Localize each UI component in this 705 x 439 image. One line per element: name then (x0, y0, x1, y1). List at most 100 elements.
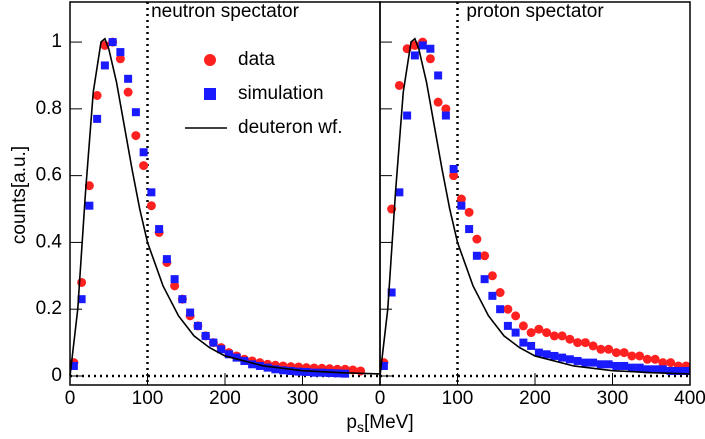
data-point (596, 344, 606, 354)
data-point (580, 338, 590, 348)
sim-point (395, 188, 404, 197)
sim-point (379, 361, 388, 370)
data-point (115, 54, 125, 64)
data-point (84, 181, 94, 191)
sim-point (317, 368, 326, 377)
sim-point (441, 111, 450, 120)
x-tick-label: 400 (674, 388, 705, 409)
x-tick-label: 300 (287, 388, 319, 409)
data-point (480, 251, 490, 261)
data-point (658, 358, 668, 368)
data-point (542, 328, 552, 338)
legend-marker (204, 88, 216, 100)
x-tick-label: 200 (209, 388, 241, 409)
data-point (92, 90, 102, 100)
data-point (611, 348, 621, 358)
sim-point (124, 74, 133, 83)
sim-point (286, 366, 295, 375)
y-tick-label: 0.6 (36, 165, 62, 186)
data-point (526, 328, 536, 338)
sim-point (147, 188, 156, 197)
data-point (139, 161, 149, 171)
sim-point (131, 108, 140, 117)
sim-point (341, 369, 350, 378)
sim-point (279, 366, 288, 375)
x-axis-label-sub: s (357, 419, 364, 435)
legend-label: simulation (238, 83, 324, 104)
legend-label: deuteron wf. (238, 117, 343, 138)
data-point (635, 351, 645, 361)
sim-point (162, 255, 171, 264)
sim-point (426, 44, 435, 53)
sim-point (596, 360, 605, 369)
x-tick-label: 100 (132, 388, 164, 409)
data-point (642, 354, 652, 364)
data-point (131, 131, 141, 141)
panel-title: neutron spectator (151, 1, 300, 22)
sim-point (178, 295, 187, 304)
data-point (503, 304, 513, 314)
data-point (511, 311, 521, 321)
sim-point (503, 321, 512, 330)
data-point (565, 334, 575, 344)
sim-point (263, 363, 272, 372)
sim-point (627, 363, 636, 372)
y-axis-label: counts[a.u.] (9, 146, 30, 244)
data-point (441, 104, 451, 114)
sim-point (302, 367, 311, 376)
sim-point (519, 338, 528, 347)
data-point (549, 331, 559, 341)
data-point (495, 288, 505, 298)
sim-point (511, 328, 520, 337)
sim-point (496, 305, 505, 314)
sim-point (651, 365, 660, 374)
data-point (433, 97, 443, 107)
data-point (666, 358, 676, 368)
sim-point (472, 251, 481, 260)
legend-marker (204, 54, 216, 66)
sim-point (612, 361, 621, 370)
x-axis-label-main: p (346, 412, 357, 433)
x-tick-label: 300 (597, 388, 629, 409)
sim-point (418, 41, 427, 50)
sim-point (457, 201, 466, 210)
x-tick-label: 100 (442, 388, 474, 409)
sim-point (573, 356, 582, 365)
sim-point (465, 225, 474, 234)
sim-point (643, 365, 652, 374)
sim-point (294, 367, 303, 376)
y-tick-label: 0.4 (36, 231, 63, 252)
legend-label: data (238, 49, 275, 70)
sim-point (589, 358, 598, 367)
sim-point (209, 338, 218, 347)
sim-point (255, 361, 264, 370)
sim-point (449, 164, 458, 173)
data-point (123, 87, 133, 97)
sim-point (488, 291, 497, 300)
curve (379, 37, 691, 377)
data-point (573, 338, 583, 348)
x-tick-label: 0 (375, 388, 386, 409)
x-axis-label-unit: [MeV] (364, 412, 414, 433)
sim-point (635, 363, 644, 372)
x-tick-label: 200 (519, 388, 551, 409)
sim-point (77, 295, 86, 304)
sim-point (480, 275, 489, 284)
x-tick-label: 0 (65, 388, 76, 409)
data-point (619, 348, 629, 358)
sim-point (550, 351, 559, 360)
y-tick-label: 0 (51, 365, 62, 386)
data-point (472, 234, 482, 244)
sim-point (534, 348, 543, 357)
panel-title: proton spectator (466, 1, 604, 22)
sim-point (682, 366, 691, 375)
curve (69, 37, 381, 377)
data-point (604, 344, 614, 354)
data-point (77, 277, 87, 287)
data-point (487, 271, 497, 281)
sim-point (674, 366, 683, 375)
sim-point (333, 369, 342, 378)
sim-point (310, 368, 319, 377)
sim-point (232, 353, 241, 362)
